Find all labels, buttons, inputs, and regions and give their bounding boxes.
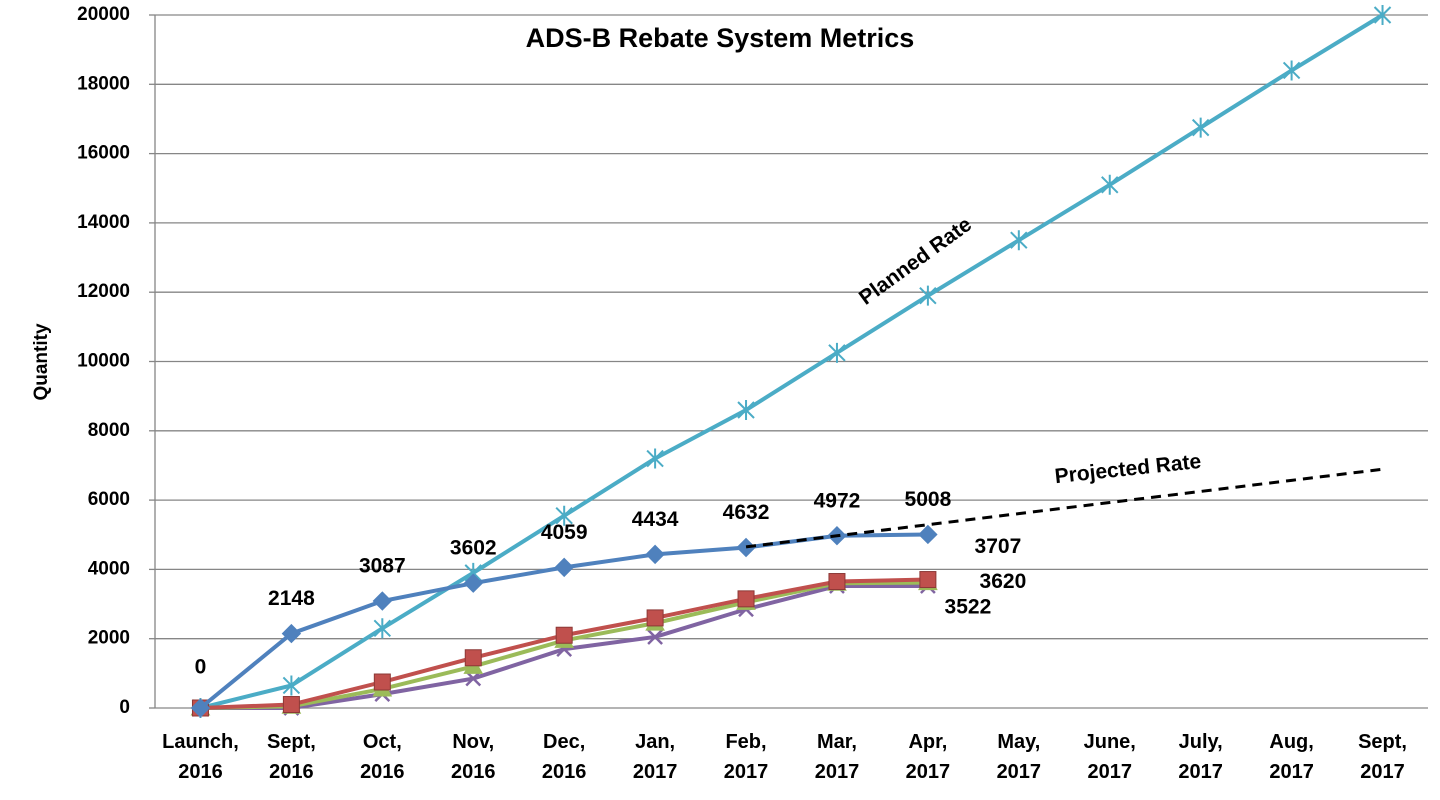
marker bbox=[646, 448, 664, 469]
marker bbox=[1010, 230, 1028, 251]
x-tick-label: Sept, 2017 bbox=[1358, 731, 1407, 783]
y-tick-label: 8000 bbox=[88, 420, 130, 441]
y-tick-label: 6000 bbox=[88, 489, 130, 510]
marker bbox=[555, 505, 573, 526]
y-tick-label: 12000 bbox=[77, 281, 130, 302]
y-tick-label: 20000 bbox=[77, 4, 130, 25]
chart-title: ADS-B Rebate System Metrics bbox=[526, 23, 915, 53]
x-tick-label: Launch, 2016 bbox=[162, 731, 239, 783]
x-tick-label: Dec, 2016 bbox=[542, 731, 587, 783]
marker bbox=[828, 573, 846, 591]
marker bbox=[1282, 60, 1301, 81]
data-label: 3602 bbox=[450, 537, 497, 560]
y-tick-label: 4000 bbox=[88, 558, 130, 579]
y-tick-label: 2000 bbox=[88, 628, 130, 649]
x-tick-label: Jan, 2017 bbox=[633, 731, 678, 783]
marker bbox=[281, 623, 302, 644]
marker bbox=[373, 618, 392, 639]
marker bbox=[919, 571, 937, 589]
data-label: 0 bbox=[195, 656, 207, 679]
marker bbox=[919, 285, 937, 306]
marker bbox=[828, 342, 846, 363]
marker bbox=[647, 629, 663, 645]
series-line bbox=[199, 13, 1384, 710]
data-label: 4434 bbox=[632, 508, 679, 531]
x-tick-label: Mar, 2017 bbox=[815, 731, 860, 783]
marker bbox=[463, 573, 483, 593]
data-label: 5008 bbox=[905, 488, 952, 511]
projected-line bbox=[745, 467, 1383, 549]
marker bbox=[1373, 5, 1392, 25]
data-label: 3707 bbox=[975, 535, 1022, 558]
marker bbox=[373, 673, 391, 691]
x-tick-label: May, 2017 bbox=[997, 731, 1042, 783]
x-tick-label: June, 2017 bbox=[1084, 731, 1136, 783]
marker bbox=[737, 590, 755, 608]
marker bbox=[464, 649, 482, 667]
x-tick-label: Feb, 2017 bbox=[724, 731, 769, 783]
marker bbox=[372, 591, 393, 611]
data-label: 4059 bbox=[541, 521, 588, 544]
data-label: 3522 bbox=[945, 596, 992, 619]
marker bbox=[554, 557, 574, 578]
data-label: 4972 bbox=[814, 489, 861, 512]
marker bbox=[1101, 174, 1119, 195]
marker bbox=[918, 524, 938, 545]
series-annotation: Planned Rate bbox=[855, 213, 976, 310]
y-tick-label: 18000 bbox=[77, 73, 130, 94]
x-tick-label: Oct, 2016 bbox=[360, 731, 405, 783]
marker bbox=[645, 544, 665, 565]
marker bbox=[190, 698, 211, 718]
marker bbox=[737, 400, 755, 421]
marker bbox=[282, 696, 300, 714]
y-tick-label: 16000 bbox=[77, 143, 130, 164]
y-axis-title: Quantity bbox=[31, 323, 52, 400]
data-label: 3087 bbox=[359, 555, 406, 578]
y-tick-label: 10000 bbox=[77, 351, 130, 372]
x-tick-label: Sept, 2016 bbox=[267, 731, 316, 783]
marker bbox=[646, 609, 664, 627]
y-tick-label: 14000 bbox=[77, 212, 130, 233]
x-tick-label: Aug, 2017 bbox=[1269, 731, 1314, 783]
series-annotation: Projected Rate bbox=[1054, 450, 1203, 488]
data-label: 3620 bbox=[980, 570, 1027, 593]
x-tick-label: Apr, 2017 bbox=[906, 731, 951, 783]
marker bbox=[1191, 117, 1210, 138]
marker bbox=[555, 626, 573, 644]
data-label: 2148 bbox=[268, 587, 315, 610]
marker bbox=[282, 675, 301, 696]
data-label: 4632 bbox=[723, 501, 770, 524]
x-tick-label: July, 2017 bbox=[1178, 731, 1223, 783]
y-tick-label: 0 bbox=[119, 697, 130, 718]
x-tick-label: Nov, 2016 bbox=[451, 731, 496, 783]
marker bbox=[736, 537, 756, 558]
